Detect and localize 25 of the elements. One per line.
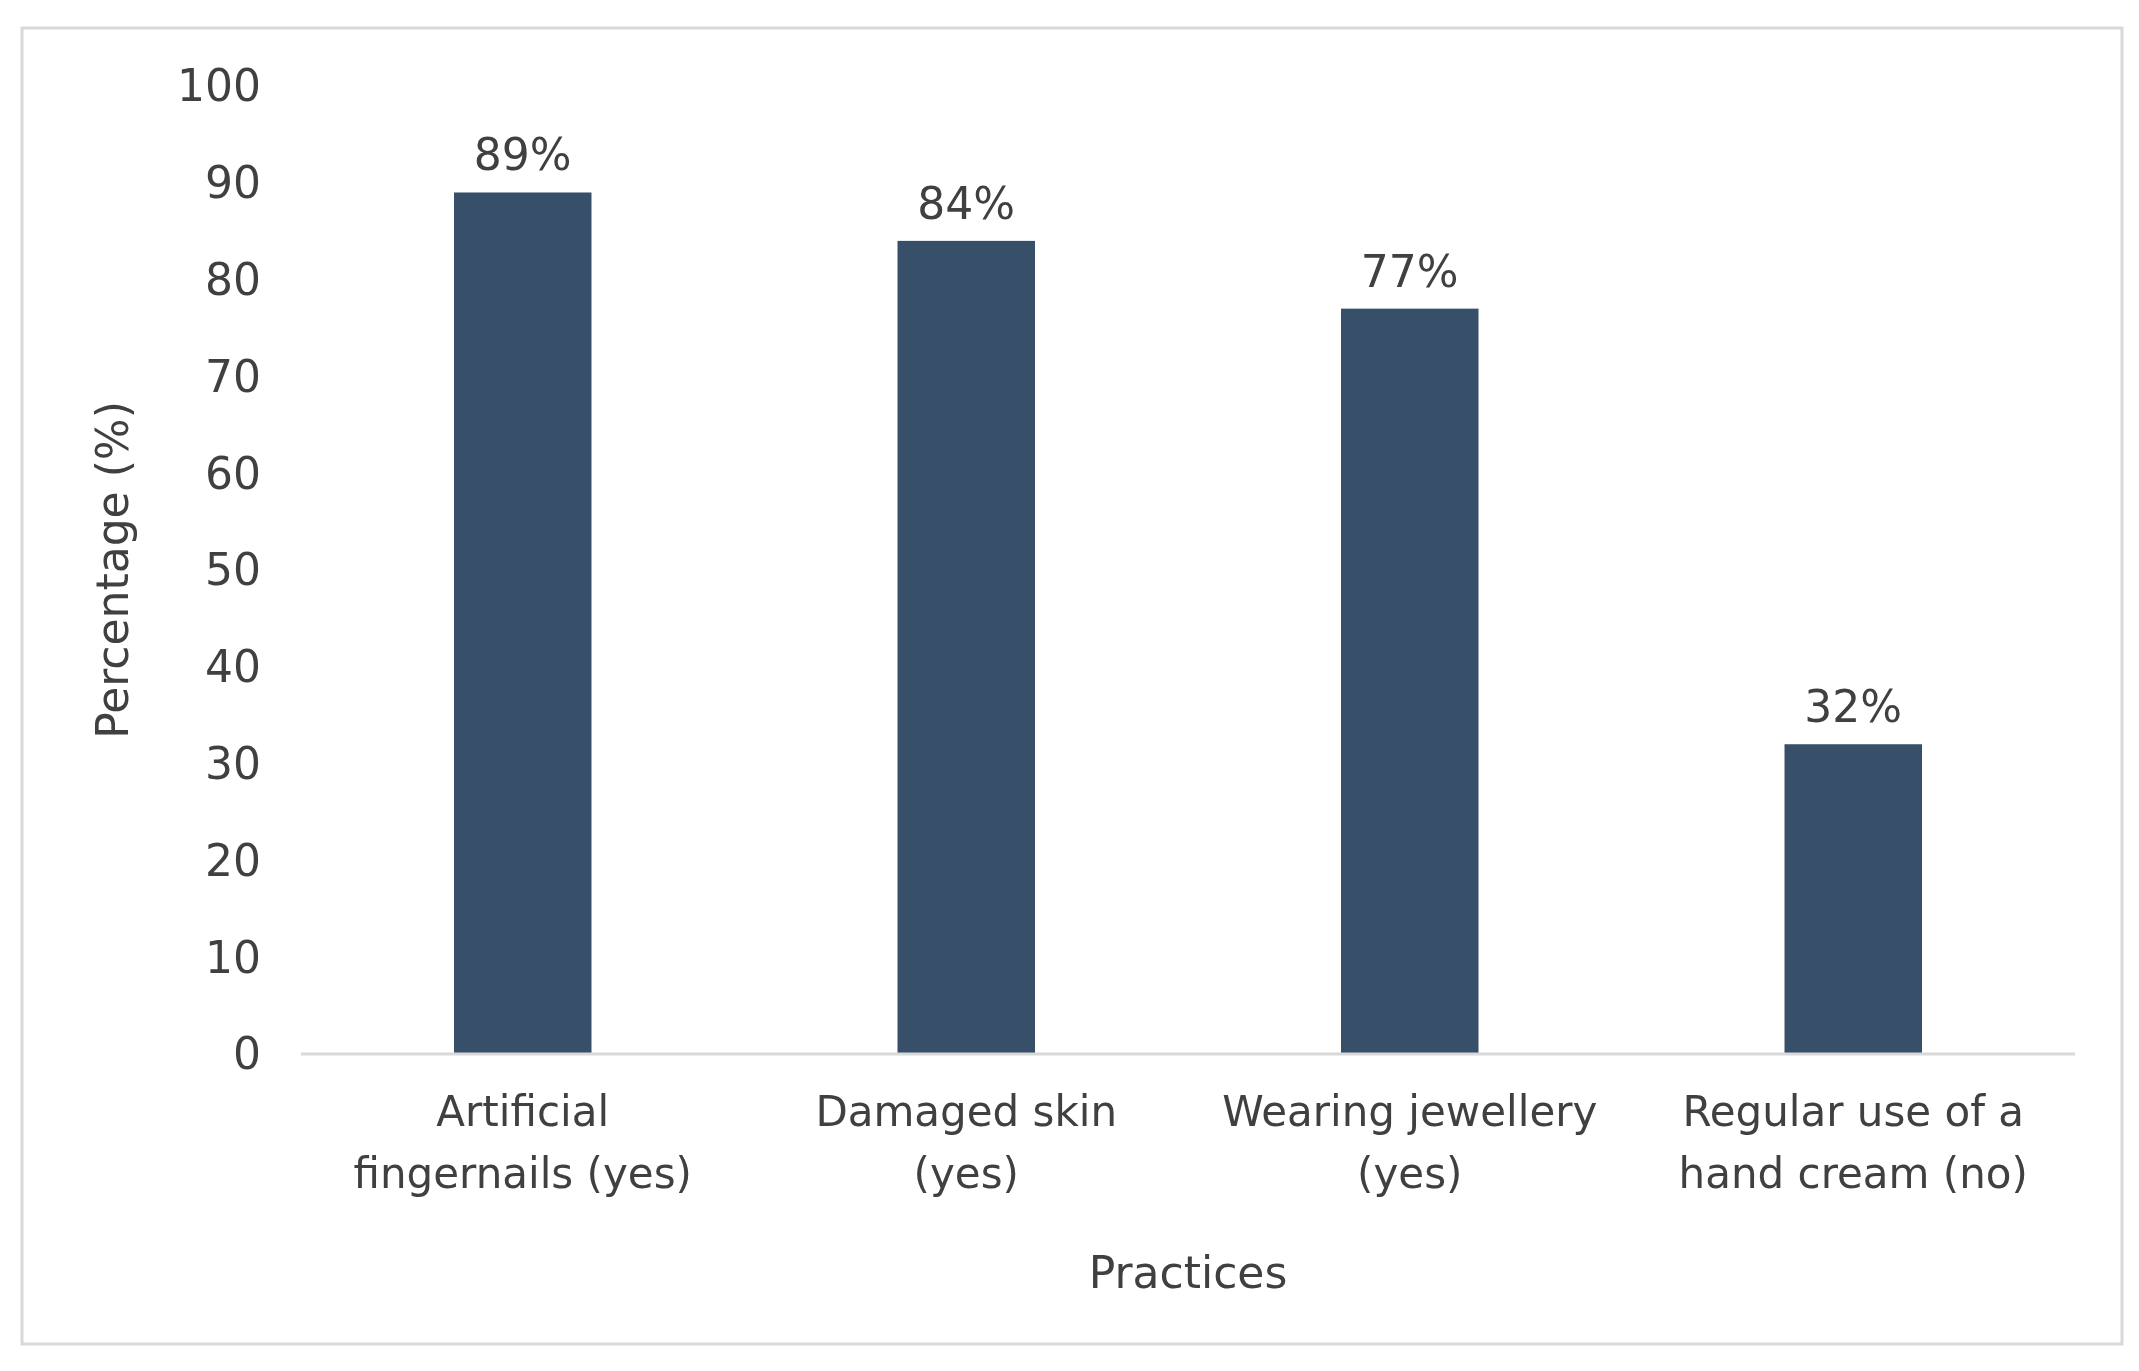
y-tick-label: 20 [205, 834, 261, 886]
data-label: 32% [1804, 681, 1903, 733]
y-axis-title: Percentage (%) [87, 401, 138, 739]
y-tick-label: 50 [205, 544, 261, 596]
y-tick-label: 100 [177, 60, 261, 112]
y-tick-label: 30 [205, 738, 261, 789]
y-tick-label: 60 [205, 447, 261, 499]
bar [1784, 744, 1922, 1054]
data-label: 89% [473, 129, 572, 181]
x-axis-title: Practices [1088, 1247, 1288, 1298]
y-tick-label: 0 [233, 1028, 261, 1080]
bar [897, 240, 1035, 1054]
data-label: 77% [1360, 245, 1459, 297]
y-tick-label: 90 [205, 157, 261, 209]
x-tick-label: Wearing jewellery (yes) [1222, 1087, 1598, 1198]
bar [454, 192, 592, 1054]
data-label: 84% [917, 177, 1016, 229]
y-tick-label: 10 [205, 931, 261, 983]
bar [1341, 308, 1479, 1054]
y-tick-label: 40 [205, 641, 261, 693]
x-tick-label: Damaged skin (yes) [815, 1087, 1118, 1198]
y-tick-label: 80 [205, 254, 261, 305]
x-tick-label: Artificial fingernails (yes) [353, 1087, 692, 1198]
y-tick-label: 70 [205, 350, 261, 402]
x-tick-label: Regular use of a hand cream (no) [1678, 1087, 2028, 1198]
